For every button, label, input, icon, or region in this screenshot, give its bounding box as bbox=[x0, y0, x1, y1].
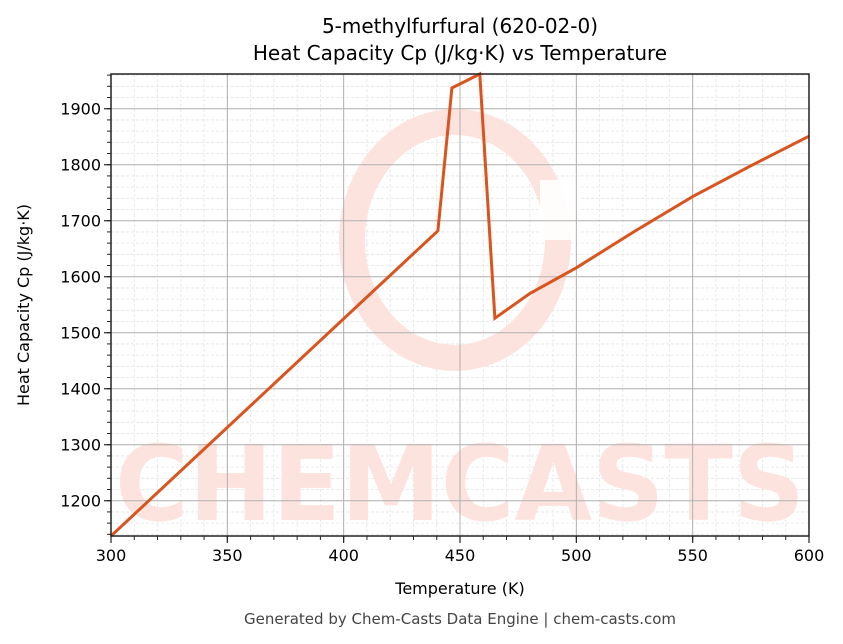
y-tick-label: 1600 bbox=[60, 268, 101, 287]
footer-credit: Generated by Chem-Casts Data Engine | ch… bbox=[244, 610, 676, 628]
chart-title: 5-methylfurfural (620-02-0) bbox=[322, 14, 598, 38]
x-tick-label: 450 bbox=[445, 546, 476, 565]
x-tick-label: 600 bbox=[794, 546, 825, 565]
x-tick-label: 550 bbox=[677, 546, 708, 565]
x-tick-label: 300 bbox=[96, 546, 127, 565]
y-tick-label: 1200 bbox=[60, 492, 101, 511]
y-tick-label: 1700 bbox=[60, 212, 101, 231]
x-axis-label: Temperature (K) bbox=[394, 579, 524, 598]
cp-series-line bbox=[109, 71, 810, 538]
y-axis: 1200 1300 1400 1500 1600 1700 1800 1900 bbox=[60, 74, 111, 535]
y-tick-label: 1900 bbox=[60, 100, 101, 119]
y-tick-label: 1500 bbox=[60, 324, 101, 343]
chart-subtitle: Heat Capacity Cp (J/kg·K) vs Temperature bbox=[253, 41, 667, 65]
y-axis-label: Heat Capacity Cp (J/kg·K) bbox=[14, 204, 33, 406]
plot-area: CHEMCASTS bbox=[109, 71, 810, 545]
y-tick-label: 1300 bbox=[60, 436, 101, 455]
x-axis: 300 350 400 450 500 550 600 bbox=[96, 536, 825, 565]
x-tick-label: 500 bbox=[561, 546, 592, 565]
x-tick-label: 400 bbox=[328, 546, 359, 565]
y-tick-label: 1800 bbox=[60, 156, 101, 175]
y-tick-label: 1400 bbox=[60, 380, 101, 399]
x-tick-label: 350 bbox=[212, 546, 243, 565]
